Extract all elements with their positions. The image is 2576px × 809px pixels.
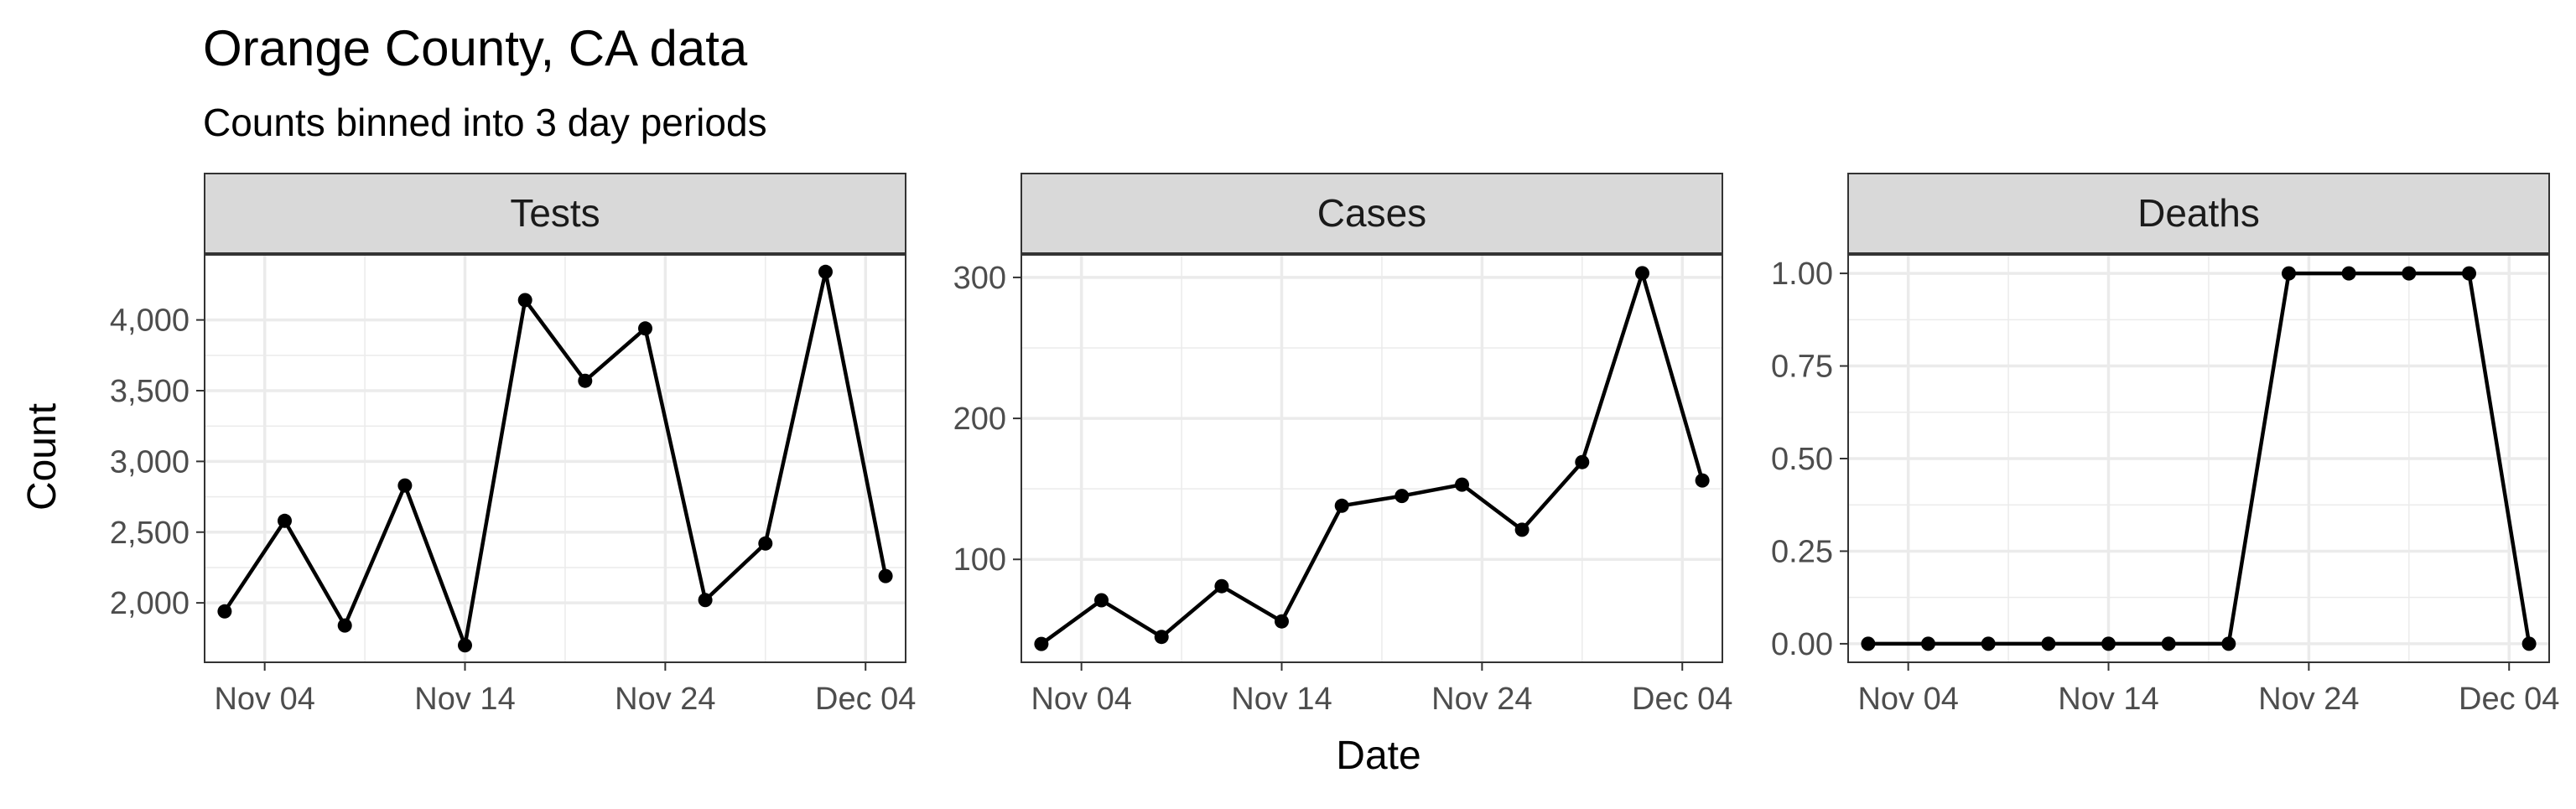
y-tick-label: 2,000	[110, 586, 190, 621]
y-tick-label: 3,500	[110, 374, 190, 409]
y-tick-label: 100	[953, 542, 1006, 578]
data-point	[458, 638, 472, 653]
panel-tests: Tests 2,000 2,500 3,000 3,500 4,000 Nov 04 Nov …	[110, 173, 916, 717]
data-point	[698, 593, 713, 608]
y-tick-label: 4,000	[110, 303, 190, 339]
series-line	[1040, 271, 1705, 646]
data-point	[2462, 266, 2476, 281]
x-tick-label: Dec 04	[2459, 682, 2559, 717]
data-point	[337, 618, 352, 633]
data-point	[397, 478, 413, 493]
facet-panels: Tests 2,000 2,500 3,000 3,500 4,000 Nov 04 Nov …	[110, 173, 2559, 717]
data-point	[1981, 636, 1996, 651]
panel-deaths: Deaths 0.00 0.25 0.50 0.75 1.00 Nov 04 Nov 14 No…	[1771, 173, 2559, 717]
data-point	[578, 373, 593, 388]
data-point	[517, 293, 532, 308]
series-line	[223, 270, 888, 648]
y-tick-label: 0.25	[1771, 534, 1833, 569]
y-tick-label: 3,000	[110, 444, 190, 480]
series-line	[1867, 271, 2532, 646]
data-point	[1275, 614, 1289, 629]
x-tick-label: Nov 04	[214, 682, 314, 717]
data-point	[278, 513, 292, 528]
panel-background	[1021, 255, 1722, 662]
data-point	[818, 264, 833, 279]
data-point	[1034, 636, 1049, 651]
strip-background	[1021, 173, 1723, 254]
data-point	[1394, 489, 1410, 504]
x-axis-title: Date	[1336, 734, 1420, 778]
data-point	[638, 321, 652, 336]
panel-cases: Cases 100 200 300 Nov 04 Nov 14 Nov 24 Dec 04	[953, 173, 1732, 717]
data-point	[1514, 522, 1530, 537]
x-tick-label: Dec 04	[815, 682, 916, 717]
y-tick-label: 200	[953, 402, 1006, 437]
data-point	[1455, 477, 1469, 492]
x-tick-label: Nov 24	[1431, 682, 1532, 717]
strip-background	[1847, 173, 2550, 254]
data-point	[758, 536, 773, 551]
data-point	[1861, 636, 1876, 651]
x-tick-label: Nov 14	[2058, 682, 2158, 717]
strip-label: Cases	[1317, 191, 1426, 235]
data-point	[878, 568, 893, 583]
x-tick-label: Nov 24	[615, 682, 715, 717]
data-point	[2101, 636, 2116, 651]
chart-subtitle: Counts binned into 3 day periods	[203, 101, 767, 144]
x-tick-label: Nov 04	[1857, 682, 1958, 717]
panel-border	[204, 254, 906, 663]
data-point	[2521, 636, 2537, 651]
y-axis-title: Count	[20, 403, 65, 511]
y-tick-label: 0.00	[1771, 627, 1833, 662]
strip-label: Tests	[510, 191, 600, 235]
data-point	[2161, 636, 2176, 651]
panel-background	[205, 255, 906, 662]
x-tick-label: Dec 04	[1632, 682, 1732, 717]
data-point	[2221, 636, 2236, 651]
chart-title: Orange County, CA data	[203, 20, 748, 76]
strip-label: Deaths	[2137, 191, 2260, 235]
x-tick-label: Nov 14	[1231, 682, 1332, 717]
data-point	[1154, 630, 1169, 645]
y-tick-label: 0.75	[1771, 350, 1833, 385]
y-tick-label: 0.50	[1771, 442, 1833, 477]
x-tick-label: Nov 14	[414, 682, 515, 717]
panel-border	[1021, 254, 1723, 663]
y-tick-label: 300	[953, 261, 1006, 296]
data-point	[2282, 266, 2296, 281]
strip-background	[204, 173, 906, 254]
data-point	[2402, 266, 2417, 281]
x-tick-label: Nov 04	[1031, 682, 1131, 717]
data-point	[2041, 636, 2056, 651]
data-point	[1094, 593, 1109, 608]
data-point	[1214, 578, 1229, 594]
data-point	[1575, 454, 1590, 469]
x-tick-label: Nov 24	[2258, 682, 2359, 717]
y-tick-label: 1.00	[1771, 257, 1833, 292]
data-point	[2341, 266, 2356, 281]
data-point	[1635, 266, 1649, 281]
y-tick-label: 2,500	[110, 516, 190, 551]
data-point	[1695, 473, 1710, 488]
data-point	[217, 604, 232, 619]
data-point	[1921, 636, 1935, 651]
data-point	[1334, 498, 1349, 513]
